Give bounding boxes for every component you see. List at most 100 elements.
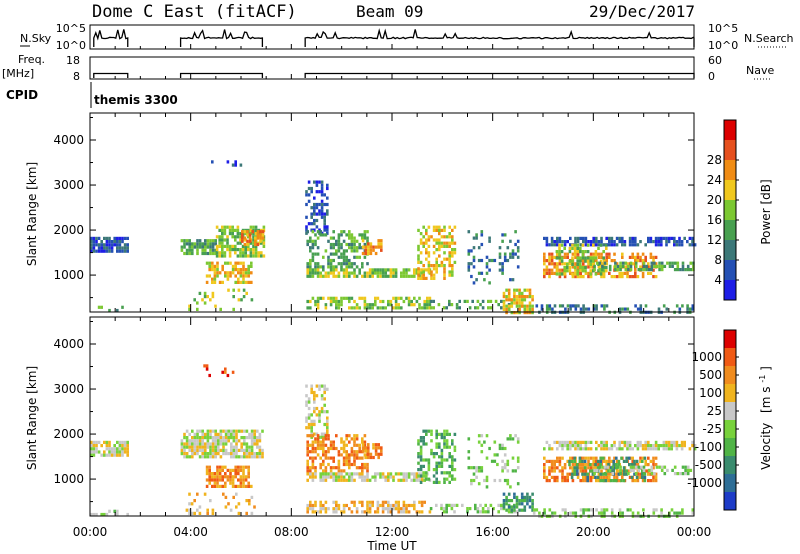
velocity-cell (196, 452, 199, 456)
beam-title: Beam 09 (356, 2, 423, 21)
velocity-cell (237, 472, 240, 476)
power-cell (432, 299, 435, 303)
power-cell (342, 296, 346, 300)
power-cell (196, 239, 199, 243)
power-cell (335, 306, 338, 310)
power-cell (320, 202, 324, 207)
velocity-cell (579, 447, 582, 451)
velocity-cell (596, 459, 600, 463)
velocity-cell (583, 472, 587, 476)
velocity-cell (642, 468, 646, 472)
velocity-cell (543, 466, 546, 470)
velocity-cell (218, 468, 222, 472)
power-cell (581, 266, 585, 270)
power-cell (605, 255, 608, 259)
power-cell (335, 299, 338, 304)
velocity-cell (208, 373, 211, 378)
velocity-cell (240, 436, 243, 440)
power-cell (380, 242, 383, 246)
velocity-cell (314, 500, 317, 504)
velocity-cell (206, 455, 210, 459)
velocity-cell (389, 472, 393, 476)
power-cell (358, 306, 361, 310)
power-cell (425, 232, 428, 236)
power-colorbar-tick-label: 4 (714, 273, 722, 287)
velocity-cell (467, 456, 471, 460)
power-cell (320, 212, 324, 216)
power-cell (453, 251, 457, 255)
power-cell (311, 242, 315, 247)
velocity-cell (361, 440, 364, 444)
power-cell (563, 252, 567, 256)
power-cell (249, 225, 253, 229)
velocity-cell (520, 492, 524, 496)
velocity-cell (253, 436, 256, 440)
power-cell (387, 274, 390, 278)
velocity-cell (377, 446, 380, 450)
power-cell (108, 240, 111, 244)
velocity-cell (204, 448, 207, 452)
velocity-cell (196, 445, 199, 449)
power-cell (309, 262, 312, 266)
velocity-cell (681, 465, 685, 469)
velocity-cell (589, 469, 592, 473)
velocity-cell (224, 465, 227, 469)
velocity-cell (229, 468, 232, 472)
power-cell (563, 275, 567, 279)
power-cell (327, 271, 330, 275)
power-cell (231, 232, 234, 236)
velocity-cell (574, 463, 577, 467)
power-cell (501, 271, 504, 275)
velocity-cell (353, 459, 356, 463)
power-cell (407, 303, 411, 307)
power-cell (309, 299, 312, 304)
power-cell (340, 230, 343, 234)
power-cell (400, 271, 403, 275)
velocity-cell (95, 444, 98, 448)
power-cell (505, 295, 508, 299)
velocity-cell (618, 511, 622, 515)
velocity-cell (636, 463, 640, 467)
velocity-cell (237, 455, 241, 459)
velocity-cell (563, 479, 567, 483)
velocity-cell (329, 472, 333, 476)
power-cell (198, 242, 202, 246)
power-cell (315, 206, 319, 210)
velocity-cell (374, 472, 377, 476)
velocity-cell (440, 464, 444, 468)
power-cell (223, 225, 227, 229)
velocity-cell (118, 447, 122, 451)
velocity-cell (230, 445, 233, 449)
velocity-cell (613, 440, 616, 444)
velocity-cell (239, 475, 243, 479)
power-cell (443, 276, 446, 280)
velocity-cell (113, 447, 116, 451)
velocity-cell (345, 437, 348, 441)
power-cell (558, 262, 562, 266)
power-cell (509, 255, 512, 259)
velocity-cell (326, 422, 329, 427)
velocity-cell (425, 432, 428, 436)
velocity-cell (605, 508, 609, 512)
velocity-cell (229, 508, 233, 512)
power-cell (448, 257, 451, 261)
velocity-cell (619, 468, 622, 472)
velocity-cell (208, 468, 211, 472)
velocity-cell (607, 469, 610, 473)
power-cell (634, 240, 637, 244)
power-cell (586, 259, 590, 263)
power-colorbar-swatch (724, 180, 736, 200)
power-cell (548, 275, 551, 279)
velocity-cell (435, 503, 438, 507)
velocity-colorbar-swatch (724, 456, 736, 474)
velocity-cell (188, 511, 191, 515)
velocity-cell (319, 478, 322, 482)
power-cell (254, 242, 257, 247)
velocity-cell (332, 443, 335, 447)
power-cell (126, 243, 129, 247)
velocity-cell (430, 429, 433, 433)
velocity-cell (466, 507, 469, 511)
power-cell (250, 271, 253, 275)
velocity-cell (597, 463, 601, 467)
velocity-cell (216, 481, 219, 485)
